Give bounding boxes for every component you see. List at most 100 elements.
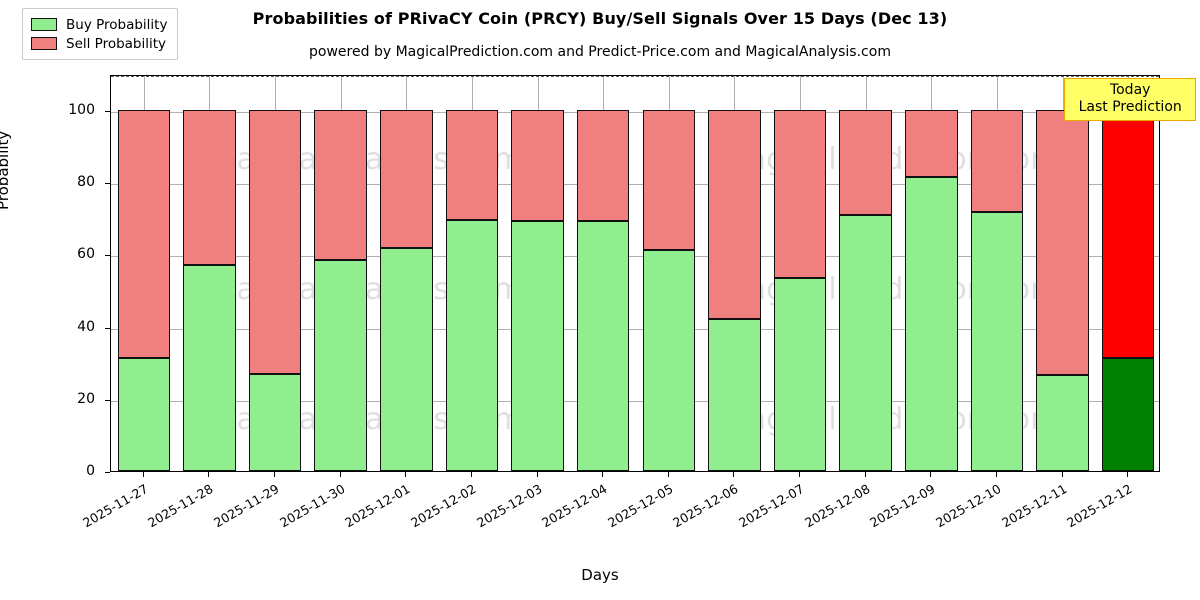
bar-segment-sell bbox=[314, 110, 367, 261]
x-tick-mark bbox=[208, 472, 210, 477]
gridline-horizontal bbox=[111, 400, 1159, 402]
chart-subtitle: powered by MagicalPrediction.com and Pre… bbox=[309, 44, 891, 60]
y-tick-label: 0 bbox=[86, 463, 95, 479]
bar-segment-sell bbox=[708, 110, 761, 319]
x-tick-mark bbox=[930, 472, 932, 477]
bar-segment-sell bbox=[1036, 110, 1089, 375]
bar-segment-buy bbox=[642, 249, 696, 471]
x-axis-title: Days bbox=[581, 566, 619, 584]
gridline-horizontal bbox=[111, 256, 1159, 258]
x-tick-mark bbox=[1061, 472, 1063, 477]
bar-2025-12-10 bbox=[970, 76, 1024, 471]
bar-2025-12-09 bbox=[905, 76, 958, 471]
y-tick-mark bbox=[105, 399, 110, 401]
bar-segment-buy bbox=[380, 247, 433, 471]
chart-title: Probabilities of PRivaCY Coin (PRCY) Buy… bbox=[252, 9, 948, 28]
bar-segment-sell bbox=[773, 110, 827, 279]
bar-2025-11-28 bbox=[183, 76, 236, 471]
today-annotation: Today Last Prediction bbox=[1064, 78, 1197, 121]
legend-swatch-sell-icon bbox=[31, 37, 57, 50]
bar-segment-sell bbox=[445, 110, 499, 221]
x-tick-mark bbox=[470, 472, 472, 477]
x-tick-mark bbox=[339, 472, 341, 477]
legend-item-sell: Sell Probability bbox=[31, 34, 167, 53]
legend: Buy Probability Sell Probability bbox=[22, 8, 179, 60]
x-tick-mark bbox=[142, 472, 144, 477]
bar-segment-sell bbox=[1101, 110, 1155, 359]
bar-segment-buy bbox=[576, 221, 630, 471]
bar-segment-sell bbox=[511, 110, 564, 222]
bar-segment-buy bbox=[248, 374, 302, 471]
y-tick-label: 20 bbox=[77, 390, 95, 407]
bar-segment-buy bbox=[117, 358, 171, 471]
x-tick-mark bbox=[733, 472, 735, 477]
x-tick-mark bbox=[536, 472, 538, 477]
legend-item-buy: Buy Probability bbox=[31, 15, 167, 34]
y-tick-label: 60 bbox=[77, 246, 95, 263]
y-tick-label: 100 bbox=[68, 102, 95, 119]
bar-segment-buy bbox=[314, 260, 367, 471]
bar-segment-buy bbox=[445, 220, 499, 471]
bar-2025-12-01 bbox=[380, 76, 433, 471]
gridline-horizontal bbox=[111, 112, 1159, 114]
bar-2025-12-03 bbox=[511, 76, 564, 471]
y-tick-mark bbox=[105, 183, 110, 185]
legend-swatch-buy-icon bbox=[31, 18, 57, 31]
x-tick-mark bbox=[799, 472, 801, 477]
y-axis-title: Probability bbox=[0, 130, 12, 210]
bar-segment-sell bbox=[970, 110, 1024, 212]
x-tick-mark bbox=[405, 472, 407, 477]
bar-segment-buy bbox=[773, 278, 827, 471]
bar-2025-12-11 bbox=[1036, 76, 1089, 471]
x-tick-mark bbox=[864, 472, 866, 477]
decoration-layer bbox=[111, 76, 1159, 471]
x-tick-mark bbox=[274, 472, 276, 477]
bar-segment-sell bbox=[642, 110, 696, 250]
legend-label-sell: Sell Probability bbox=[66, 35, 167, 52]
bar-2025-12-06 bbox=[708, 76, 761, 471]
x-tick-mark bbox=[1127, 472, 1129, 477]
reference-line bbox=[111, 76, 1159, 77]
x-tick-mark bbox=[995, 472, 997, 477]
y-tick-mark bbox=[105, 111, 110, 113]
today-annotation-line2: Last Prediction bbox=[1078, 99, 1182, 115]
bar-segment-sell bbox=[905, 110, 958, 178]
bar-2025-12-04 bbox=[576, 76, 630, 471]
bar-segment-sell bbox=[248, 110, 302, 375]
bars-layer bbox=[111, 76, 1159, 471]
bar-2025-12-12 bbox=[1101, 76, 1155, 471]
bar-2025-12-05 bbox=[642, 76, 696, 471]
bar-segment-sell bbox=[183, 110, 236, 266]
gridline-horizontal bbox=[111, 328, 1159, 330]
bar-segment-buy bbox=[905, 177, 958, 471]
y-tick-label: 80 bbox=[77, 174, 95, 191]
bar-segment-sell bbox=[117, 110, 171, 359]
today-annotation-line1: Today bbox=[1109, 82, 1151, 98]
x-tick-mark bbox=[602, 472, 604, 477]
bar-segment-buy bbox=[970, 211, 1024, 471]
bar-2025-12-08 bbox=[839, 76, 892, 471]
bar-segment-buy bbox=[511, 221, 564, 471]
bar-segment-buy bbox=[183, 265, 236, 471]
bar-segment-buy bbox=[839, 215, 892, 471]
x-tick-mark bbox=[667, 472, 669, 477]
bar-2025-12-02 bbox=[445, 76, 499, 471]
y-tick-label: 40 bbox=[77, 318, 95, 335]
bar-segment-buy bbox=[708, 318, 761, 471]
y-tick-mark bbox=[105, 255, 110, 257]
bar-2025-11-30 bbox=[314, 76, 367, 471]
bar-2025-12-07 bbox=[773, 76, 827, 471]
bar-segment-sell bbox=[839, 110, 892, 216]
bar-segment-sell bbox=[576, 110, 630, 222]
gridline-horizontal bbox=[111, 184, 1159, 186]
bar-2025-11-27 bbox=[117, 76, 171, 471]
y-tick-mark bbox=[105, 327, 110, 329]
bar-2025-11-29 bbox=[248, 76, 302, 471]
bar-segment-sell bbox=[380, 110, 433, 248]
bar-segment-buy bbox=[1101, 358, 1155, 471]
bar-segment-buy bbox=[1036, 374, 1089, 471]
legend-label-buy: Buy Probability bbox=[66, 16, 168, 33]
y-tick-mark bbox=[105, 472, 110, 473]
plot-area: MagicalAnalysis.comMagicalPrediction.com… bbox=[110, 75, 1160, 472]
